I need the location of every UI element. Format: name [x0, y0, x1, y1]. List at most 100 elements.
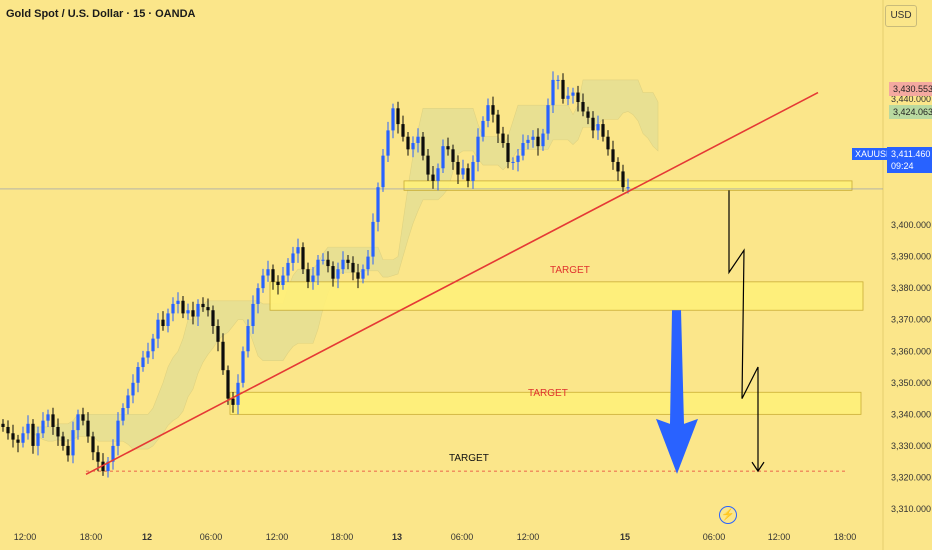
big-down-arrow	[656, 310, 698, 474]
candle-body	[21, 433, 25, 443]
candle-body	[41, 420, 45, 434]
candle-body	[306, 269, 310, 282]
candle-body	[591, 117, 595, 131]
candle-body	[136, 367, 140, 383]
candle-body	[311, 275, 315, 282]
candle-body	[46, 414, 50, 421]
candle-body	[56, 426, 60, 437]
candle-body	[341, 259, 345, 270]
candle-body	[606, 136, 610, 150]
candle-body	[251, 303, 255, 327]
candle-body	[111, 445, 115, 462]
candle-body	[546, 105, 550, 134]
candle-body	[86, 420, 90, 437]
zone-target-label-2: TARGET	[528, 388, 568, 399]
candle-body	[336, 269, 340, 279]
candle-body	[506, 143, 510, 162]
x-tick-label: 12:00	[14, 532, 37, 542]
candle-body	[91, 436, 95, 453]
candle-body	[446, 146, 450, 150]
candle-body	[496, 114, 500, 134]
candle-body	[181, 300, 185, 314]
candle-body	[531, 136, 535, 140]
y-tick-label: 3,340.000	[891, 409, 931, 419]
y-tick-label: 3,360.000	[891, 346, 931, 356]
candle-body	[26, 423, 30, 434]
candle-body	[206, 307, 210, 311]
candle-body	[451, 149, 455, 162]
trendline	[85, 91, 819, 476]
candle-body	[146, 351, 150, 358]
y-tick-label: 3,350.000	[891, 378, 931, 388]
candle-body	[171, 303, 175, 314]
candle-body	[356, 272, 360, 279]
target-line-label: TARGET	[449, 453, 489, 464]
symbol-tag: XAUUSD	[852, 148, 896, 160]
price-tag-green: 3,424.063	[889, 105, 932, 119]
candle-body	[31, 423, 35, 446]
candle-body	[371, 221, 375, 257]
candle-body	[36, 433, 40, 446]
candle-body	[596, 124, 600, 131]
candle-body	[271, 269, 275, 282]
candle-body	[461, 168, 465, 175]
candle-body	[11, 433, 15, 440]
candle-body	[81, 414, 85, 421]
candle-body	[431, 174, 435, 181]
candle-body	[286, 262, 290, 276]
candle-body	[166, 313, 170, 327]
candle-body	[391, 108, 395, 131]
x-tick-label: 18:00	[331, 532, 354, 542]
candle-body	[401, 124, 405, 137]
candle-body	[376, 187, 380, 222]
candle-body	[491, 105, 495, 115]
x-tick-label: 18:00	[80, 532, 103, 542]
candle-body	[626, 187, 630, 189]
candle-body	[411, 143, 415, 150]
candle-body	[6, 426, 10, 434]
x-tick-label: 12	[142, 532, 152, 542]
price-tag-red: 3,430.553	[889, 82, 932, 96]
candle-body	[586, 111, 590, 118]
candle-body	[616, 161, 620, 172]
x-tick-label: 06:00	[200, 532, 223, 542]
target-zone	[229, 391, 862, 415]
x-tick-label: 12:00	[517, 532, 540, 542]
candle-body	[516, 155, 520, 162]
candle-body	[276, 281, 280, 285]
lightning-icon[interactable]: ⚡	[719, 506, 737, 524]
candle-body	[426, 155, 430, 175]
x-tick-label: 13	[392, 532, 402, 542]
candle-body	[601, 124, 605, 137]
candle-body	[526, 139, 530, 144]
candle-body	[236, 382, 240, 405]
candle-body	[296, 247, 300, 254]
candle-body	[61, 436, 65, 446]
candle-body	[141, 357, 145, 368]
candle-body	[381, 155, 385, 188]
y-tick-label: 3,320.000	[891, 472, 931, 482]
x-tick-label: 15	[620, 532, 630, 542]
candle-body	[231, 398, 235, 405]
candle-body	[51, 414, 55, 427]
candle-body	[121, 408, 125, 421]
candle-body	[346, 259, 350, 263]
candle-body	[551, 79, 555, 106]
currency-button[interactable]: USD	[885, 5, 917, 27]
candle-body	[511, 161, 515, 163]
y-tick-label: 3,370.000	[891, 315, 931, 325]
candle-body	[481, 120, 485, 137]
candle-body	[456, 161, 460, 175]
candle-body	[396, 108, 400, 125]
candle-body	[241, 351, 245, 383]
candle-body	[471, 161, 475, 181]
candle-body	[476, 136, 480, 162]
candle-body	[76, 414, 80, 431]
candle-body	[226, 370, 230, 399]
chart-title: Gold Spot / U.S. Dollar · 15 · OANDA	[6, 8, 196, 20]
candle-body	[571, 92, 575, 96]
candle-body	[521, 143, 525, 156]
candle-body	[116, 420, 120, 446]
ichimoku-cloud	[32, 79, 659, 450]
